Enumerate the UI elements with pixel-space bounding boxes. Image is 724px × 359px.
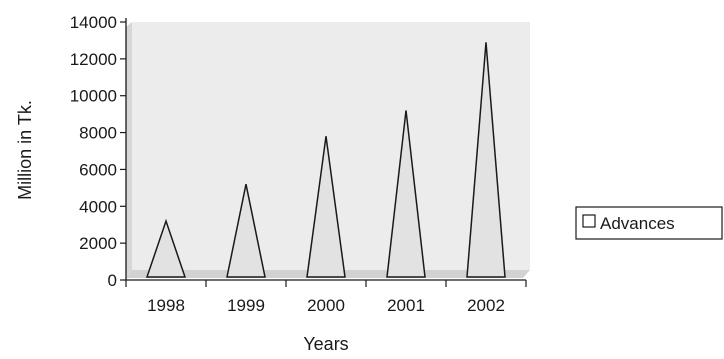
plot-back-wall — [132, 22, 530, 270]
x-tick-label: 2001 — [387, 296, 425, 315]
cone-2002 — [466, 42, 506, 278]
cone-1998 — [145, 218, 187, 278]
plot-side-wall — [126, 22, 132, 278]
y-tick-label: 2000 — [79, 234, 117, 253]
legend-box — [575, 206, 723, 240]
cone-series — [145, 42, 506, 278]
cone-2001 — [386, 110, 426, 278]
cone-1999 — [226, 184, 266, 278]
x-tick-label: 1999 — [227, 296, 265, 315]
y-tick-label: 6000 — [79, 160, 117, 179]
y-axis-ticks: 0 2000 4000 6000 8000 10000 12000 14000 — [70, 13, 126, 290]
y-tick-label: 0 — [108, 271, 117, 290]
y-tick-label: 12000 — [70, 50, 117, 69]
cone-2000 — [306, 136, 346, 278]
x-tick-label: 2002 — [467, 296, 505, 315]
x-tick-label: 2000 — [307, 296, 345, 315]
legend-swatch — [582, 214, 596, 228]
y-axis-title: Million in Tk. — [15, 100, 35, 200]
legend: Advances — [575, 206, 723, 240]
y-tick-label: 8000 — [79, 124, 117, 143]
y-tick-label: 14000 — [70, 13, 117, 32]
x-axis-title: Years — [303, 334, 348, 354]
x-axis-ticks: 1998 1999 2000 2001 2002 — [125, 280, 527, 315]
x-tick-label: 1998 — [147, 296, 185, 315]
legend-label: Advances — [600, 214, 675, 233]
y-tick-label: 10000 — [70, 87, 117, 106]
y-tick-label: 4000 — [79, 197, 117, 216]
